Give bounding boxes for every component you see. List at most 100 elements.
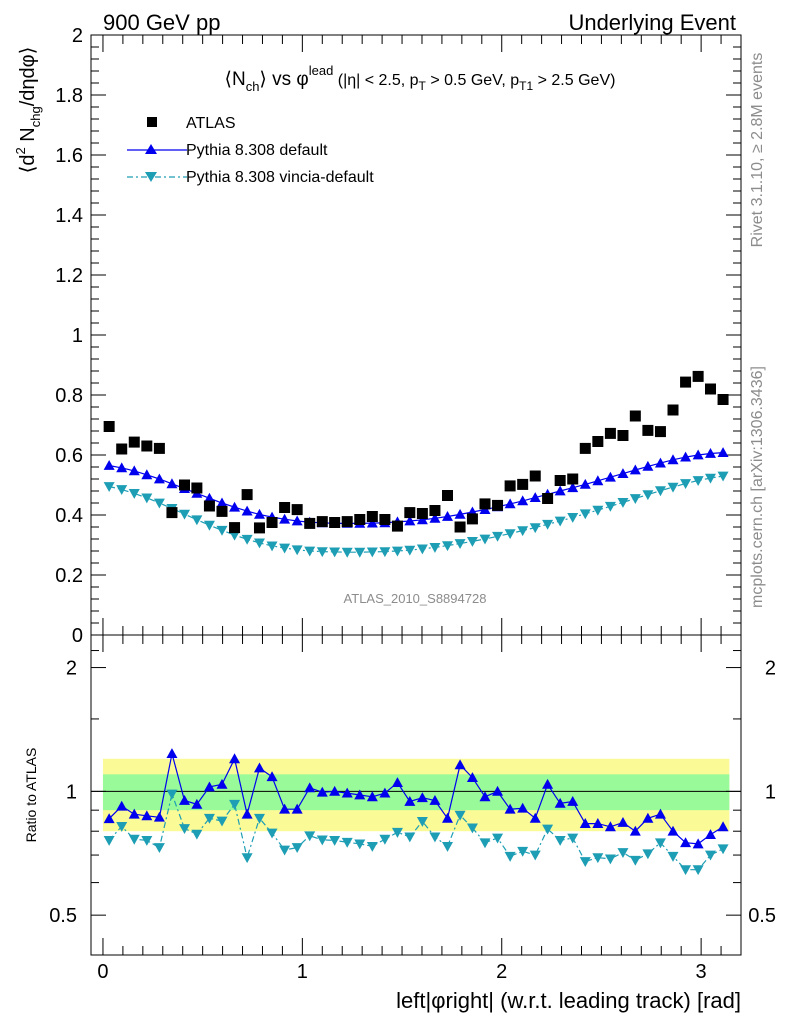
ratio-vincia-point: [554, 835, 566, 846]
ratio-pythia-point: [279, 803, 291, 814]
vincia-point: [116, 485, 128, 495]
legend-marker-pythia: [145, 144, 157, 154]
ratio-vincia-point: [103, 835, 115, 846]
vincia-point: [241, 534, 253, 545]
vincia-point: [429, 543, 441, 553]
x-tick-label: 3: [696, 961, 707, 983]
vincia-point: [291, 545, 303, 556]
ratio-vincia-point: [341, 837, 353, 848]
x-tick-label: 1: [297, 961, 308, 983]
ratio-vincia-point: [291, 843, 303, 854]
ratio-pythia-point: [366, 791, 378, 802]
ratio-vincia-point: [617, 848, 629, 859]
ratio-vincia-point: [354, 839, 366, 850]
ratio-vincia-point: [479, 838, 491, 849]
ratio-pythia-point: [166, 748, 178, 759]
x-tick-label: 2: [496, 961, 507, 983]
vincia-point: [604, 501, 616, 512]
ratio-vincia-point: [191, 829, 203, 840]
ratio-pythia-point: [442, 812, 454, 823]
vincia-point: [442, 541, 454, 552]
ratio-pythia-point: [567, 795, 579, 806]
y-axis-label-ratio: Ratio to ATLAS: [23, 748, 39, 843]
pythia-point: [141, 469, 153, 480]
vincia-point: [717, 471, 729, 482]
vincia-point: [153, 498, 165, 509]
pythia-point: [529, 492, 541, 502]
vincia-point: [354, 547, 366, 558]
pythia-point: [216, 497, 228, 508]
pythia-point: [429, 512, 441, 523]
ratio-vincia-point: [128, 834, 140, 845]
atlas-point: [304, 517, 316, 529]
pythia-point: [241, 505, 253, 516]
atlas-point: [454, 521, 466, 533]
vincia-point: [253, 538, 265, 549]
main-plot: ⟨Nch⟩ vs φlead (|η| < 2.5, pT > 0.5 GeV,…: [13, 25, 742, 647]
ratio-band-inner: [102, 774, 730, 811]
legend-marker-atlas: [147, 117, 157, 127]
rivet-label: Rivet 3.1.10, ≥ 2.8M events: [749, 53, 766, 248]
pythia-point: [592, 475, 604, 486]
ratio-vincia-point: [379, 834, 391, 845]
ratio-pythia-point: [504, 803, 516, 814]
ratio-vincia-point: [329, 835, 341, 846]
atlas-point: [579, 442, 591, 454]
ratio-pythia-point: [517, 802, 529, 813]
pythia-point: [667, 454, 679, 465]
pythia-point: [103, 460, 115, 470]
atlas-point: [692, 370, 704, 382]
ratio-vincia-point: [692, 865, 704, 876]
atlas-point: [379, 514, 391, 525]
pythia-point: [291, 515, 303, 526]
atlas-point: [416, 508, 428, 519]
vincia-point: [667, 482, 679, 493]
vincia-point: [504, 529, 516, 540]
pythia-point: [680, 451, 692, 462]
pythia-point: [654, 457, 666, 468]
ratio-pythia-point: [354, 789, 366, 800]
ratio-vincia-point: [404, 832, 416, 843]
vincia-point: [103, 482, 115, 492]
atlas-point: [717, 394, 729, 405]
ratio-pythia-point: [529, 812, 541, 823]
vincia-point: [479, 534, 491, 545]
ratio-pythia-point: [617, 816, 629, 827]
ratio-pythia-point: [141, 810, 153, 821]
main-ytick-label: 1.8: [55, 85, 83, 107]
ratio-pythia-point: [642, 812, 654, 823]
ratio-pythia-point: [379, 787, 391, 798]
ratio-vincia-point: [229, 799, 241, 810]
vincia-point: [304, 546, 316, 557]
atlas-point: [442, 490, 454, 501]
pythia-point: [229, 501, 241, 512]
ratio-vincia-point: [266, 828, 278, 839]
main-ytick-label: 1.2: [55, 265, 83, 287]
y-axis-label-main: ⟨d2 Nchg/dηdφ⟩: [13, 47, 43, 174]
ratio-vincia-point: [717, 844, 729, 855]
atlas-point: [604, 427, 616, 439]
vincia-point: [391, 546, 403, 557]
ratio-vincia-point: [179, 824, 191, 835]
ratio-pythia-point: [704, 829, 716, 839]
ratio-ytick-label: 2: [66, 658, 77, 680]
ratio-vincia-point: [680, 865, 692, 876]
ratio-vincia-point: [141, 835, 153, 846]
pythia-point: [153, 473, 165, 484]
ratio-ytick-label-right: 1: [765, 781, 776, 803]
atlas-point: [103, 421, 115, 432]
pythia-point: [604, 471, 616, 482]
pythia-point: [279, 513, 291, 524]
pythia-point: [717, 447, 729, 457]
ratio-vincia-point: [153, 843, 165, 854]
ratio-vincia-point: [604, 854, 616, 865]
ratio-vincia-point: [429, 832, 441, 843]
vincia-point: [542, 519, 554, 530]
ratio-vincia-point: [203, 813, 215, 824]
atlas-point: [329, 517, 341, 528]
ratio-vincia-point: [704, 850, 716, 861]
atlas-point: [592, 436, 604, 447]
main-ytick-label: 0.8: [55, 385, 83, 407]
atlas-point: [704, 383, 716, 395]
